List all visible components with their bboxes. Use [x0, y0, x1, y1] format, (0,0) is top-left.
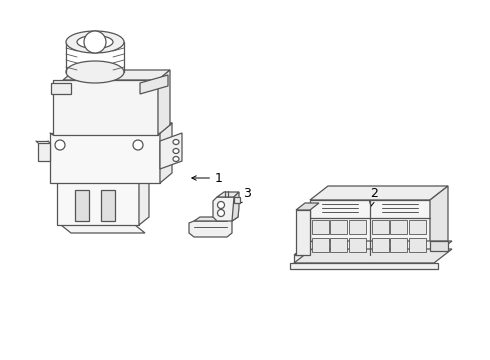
Polygon shape	[330, 220, 347, 234]
Polygon shape	[349, 238, 366, 252]
Polygon shape	[390, 238, 407, 252]
Polygon shape	[38, 143, 50, 161]
Ellipse shape	[173, 140, 179, 144]
Text: 2: 2	[370, 186, 378, 206]
Polygon shape	[372, 220, 389, 234]
Polygon shape	[158, 70, 170, 135]
Ellipse shape	[173, 149, 179, 153]
Polygon shape	[51, 83, 71, 94]
Polygon shape	[390, 220, 407, 234]
Polygon shape	[430, 241, 448, 251]
Polygon shape	[310, 200, 430, 255]
Polygon shape	[312, 220, 329, 234]
Polygon shape	[57, 180, 139, 225]
Polygon shape	[294, 255, 434, 263]
Circle shape	[55, 140, 65, 150]
Circle shape	[133, 140, 143, 150]
Circle shape	[218, 202, 224, 208]
Polygon shape	[310, 186, 448, 200]
Polygon shape	[217, 192, 239, 197]
Polygon shape	[61, 225, 145, 233]
Polygon shape	[372, 238, 389, 252]
Polygon shape	[101, 190, 115, 221]
Polygon shape	[294, 241, 452, 255]
Polygon shape	[290, 263, 438, 269]
Ellipse shape	[173, 157, 179, 162]
Polygon shape	[75, 190, 89, 221]
Text: 1: 1	[192, 171, 223, 185]
Polygon shape	[160, 133, 182, 169]
Polygon shape	[409, 238, 426, 252]
Circle shape	[218, 210, 224, 216]
Polygon shape	[139, 172, 149, 225]
Polygon shape	[409, 220, 426, 234]
Ellipse shape	[77, 36, 113, 49]
Polygon shape	[312, 238, 329, 252]
Text: 3: 3	[238, 186, 251, 204]
Polygon shape	[50, 133, 160, 183]
Ellipse shape	[66, 61, 124, 83]
Polygon shape	[296, 203, 319, 210]
Polygon shape	[213, 197, 238, 221]
Ellipse shape	[66, 31, 124, 53]
Circle shape	[84, 31, 106, 53]
Polygon shape	[349, 220, 366, 234]
Polygon shape	[234, 197, 240, 203]
Polygon shape	[63, 70, 170, 80]
Polygon shape	[194, 217, 232, 221]
Polygon shape	[53, 80, 158, 135]
Polygon shape	[60, 123, 172, 133]
Polygon shape	[296, 210, 310, 255]
Polygon shape	[430, 186, 448, 255]
Polygon shape	[232, 192, 239, 221]
Polygon shape	[330, 238, 347, 252]
Polygon shape	[140, 75, 168, 94]
Polygon shape	[160, 123, 172, 183]
Polygon shape	[294, 249, 452, 263]
Polygon shape	[189, 217, 232, 237]
